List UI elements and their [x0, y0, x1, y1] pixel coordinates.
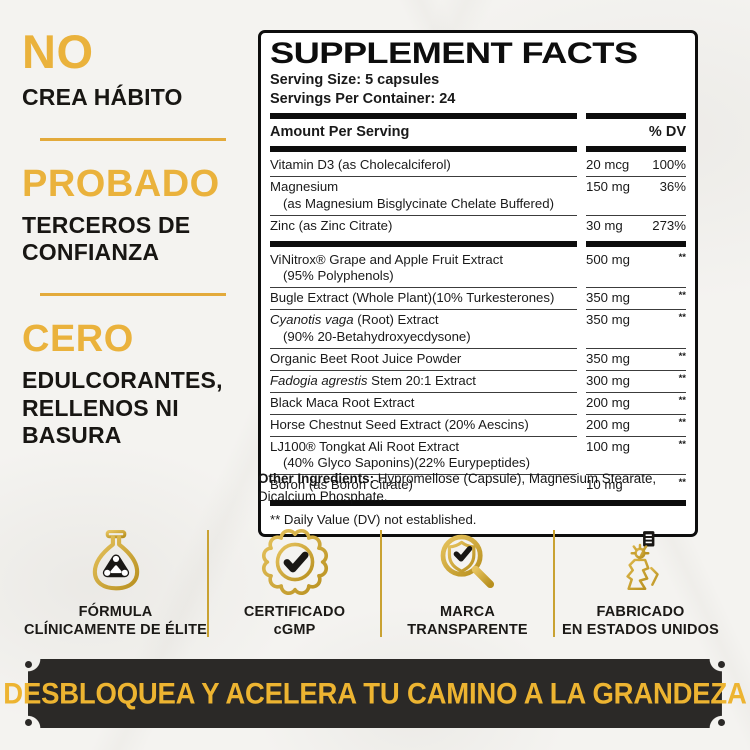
supplement-facts-panel: SUPPLEMENT FACTS Serving Size: 5 capsule…: [258, 30, 698, 538]
banner-corner-dot: [25, 661, 32, 668]
table-row: Boron (as Boron Citrate) 10 mg **: [270, 477, 686, 493]
bottom-banner: DESBLOQUEA Y ACELERA TU CAMINO A LA GRAN…: [3, 659, 747, 728]
badge-clinical-formula: FÓRMULA CLÍNICAMENTE DE ÉLITE: [24, 527, 207, 645]
dv-footnote: ** Daily Value (DV) not established.: [270, 512, 477, 528]
supplement-facts-title: SUPPLEMENT FACTS: [270, 37, 638, 70]
other-ingredients: Other Ingredients: Hypromellose (Capsule…: [258, 471, 657, 505]
claim-no: NO CREA HÁBITO: [22, 28, 256, 111]
divider: [40, 293, 226, 297]
claim-cero: CERO EDULCORANTES, RELLENOS NI BASURA: [22, 320, 256, 448]
table-row: Cyanotis vaga (Root) Extract (90% 20-Beta…: [270, 310, 686, 349]
servings-per-container: Servings Per Container: 24: [270, 91, 456, 108]
claim-headline: CERO: [22, 318, 134, 361]
badge-divider: [380, 530, 383, 637]
claim-subtext: EDULCORANTES, RELLENOS NI BASURA: [22, 367, 223, 448]
badge-label: FABRICADO EN ESTADOS UNIDOS: [562, 604, 720, 639]
statue-of-liberty-icon: [608, 527, 674, 597]
badge-divider: [207, 530, 210, 637]
banner-corner-dot: [718, 719, 725, 726]
badge-label: FÓRMULA CLÍNICAMENTE DE ÉLITE: [24, 604, 208, 639]
badge-transparent-brand: MARCA TRANSPARENTE: [382, 527, 553, 645]
table-row: ViNitrox® Grape and Apple Fruit Extract(…: [270, 250, 686, 289]
section-bar: [270, 145, 686, 152]
table-row: Fadogia agrestis Stem 20:1 Extract 300 m…: [270, 371, 686, 393]
claim-probado: PROBADO TERCEROS DE CONFIANZA: [22, 165, 256, 266]
banner-corner-dot: [25, 719, 32, 726]
section-bar: [270, 500, 686, 507]
badge-made-in-usa: FABRICADO EN ESTADOS UNIDOS: [555, 527, 726, 645]
divider: [40, 138, 226, 142]
flask-icon: [83, 527, 149, 597]
section-bar: [270, 240, 686, 247]
claim-subtext: CREA HÁBITO: [22, 84, 183, 110]
table-row: Magnesium (as Magnesium Bisglycinate Chel…: [270, 177, 686, 216]
badge-check-icon: [261, 527, 329, 597]
badge-divider: [553, 530, 556, 637]
other-ingredients-label: Other Ingredients:: [258, 471, 375, 486]
table-row: Organic Beet Root Juice Powder 350 mg **: [270, 349, 686, 371]
table-row: Vitamin D3 (as Cholecalciferol) 20 mcg 10…: [270, 155, 686, 177]
badge-label: CERTIFICADO cGMP: [243, 604, 346, 639]
claim-headline: PROBADO: [22, 163, 220, 206]
magnifier-shield-icon: [434, 527, 502, 597]
section-bar: [270, 112, 686, 119]
claim-subtext: TERCEROS DE CONFIANZA: [22, 212, 191, 266]
trust-badges-row: FÓRMULA CLÍNICAMENTE DE ÉLITE CERTIFICADO…: [24, 527, 726, 645]
column-headers: Amount Per Serving % DV: [270, 122, 686, 142]
claim-headline: NO: [22, 25, 94, 78]
dv-header: % DV: [648, 123, 686, 140]
table-row: LJ100® Tongkat Ali Root Extract (40% Glyc…: [270, 437, 686, 476]
table-row: Horse Chestnut Seed Extract (20% Aescins…: [270, 415, 686, 437]
amount-per-serving-header: Amount Per Serving: [270, 123, 410, 140]
table-row: Zinc (as Zinc Citrate) 30 mg 273%: [270, 217, 686, 233]
claims-column: NO CREA HÁBITO PROBADO TERCEROS DE CONFI…: [22, 28, 256, 449]
table-row: Bugle Extract (Whole Plant)(10% Turkeste…: [270, 288, 686, 311]
banner-slogan: DESBLOQUEA Y ACELERA TU CAMINO A LA GRAN…: [3, 676, 747, 710]
serving-size: Serving Size: 5 capsules: [270, 71, 440, 88]
badge-certified-cgmp: CERTIFICADO cGMP: [209, 527, 380, 645]
badge-label: MARCA TRANSPARENTE: [407, 604, 528, 639]
table-row: Black Maca Root Extract 200 mg **: [270, 393, 686, 415]
banner-corner-dot: [718, 661, 725, 668]
